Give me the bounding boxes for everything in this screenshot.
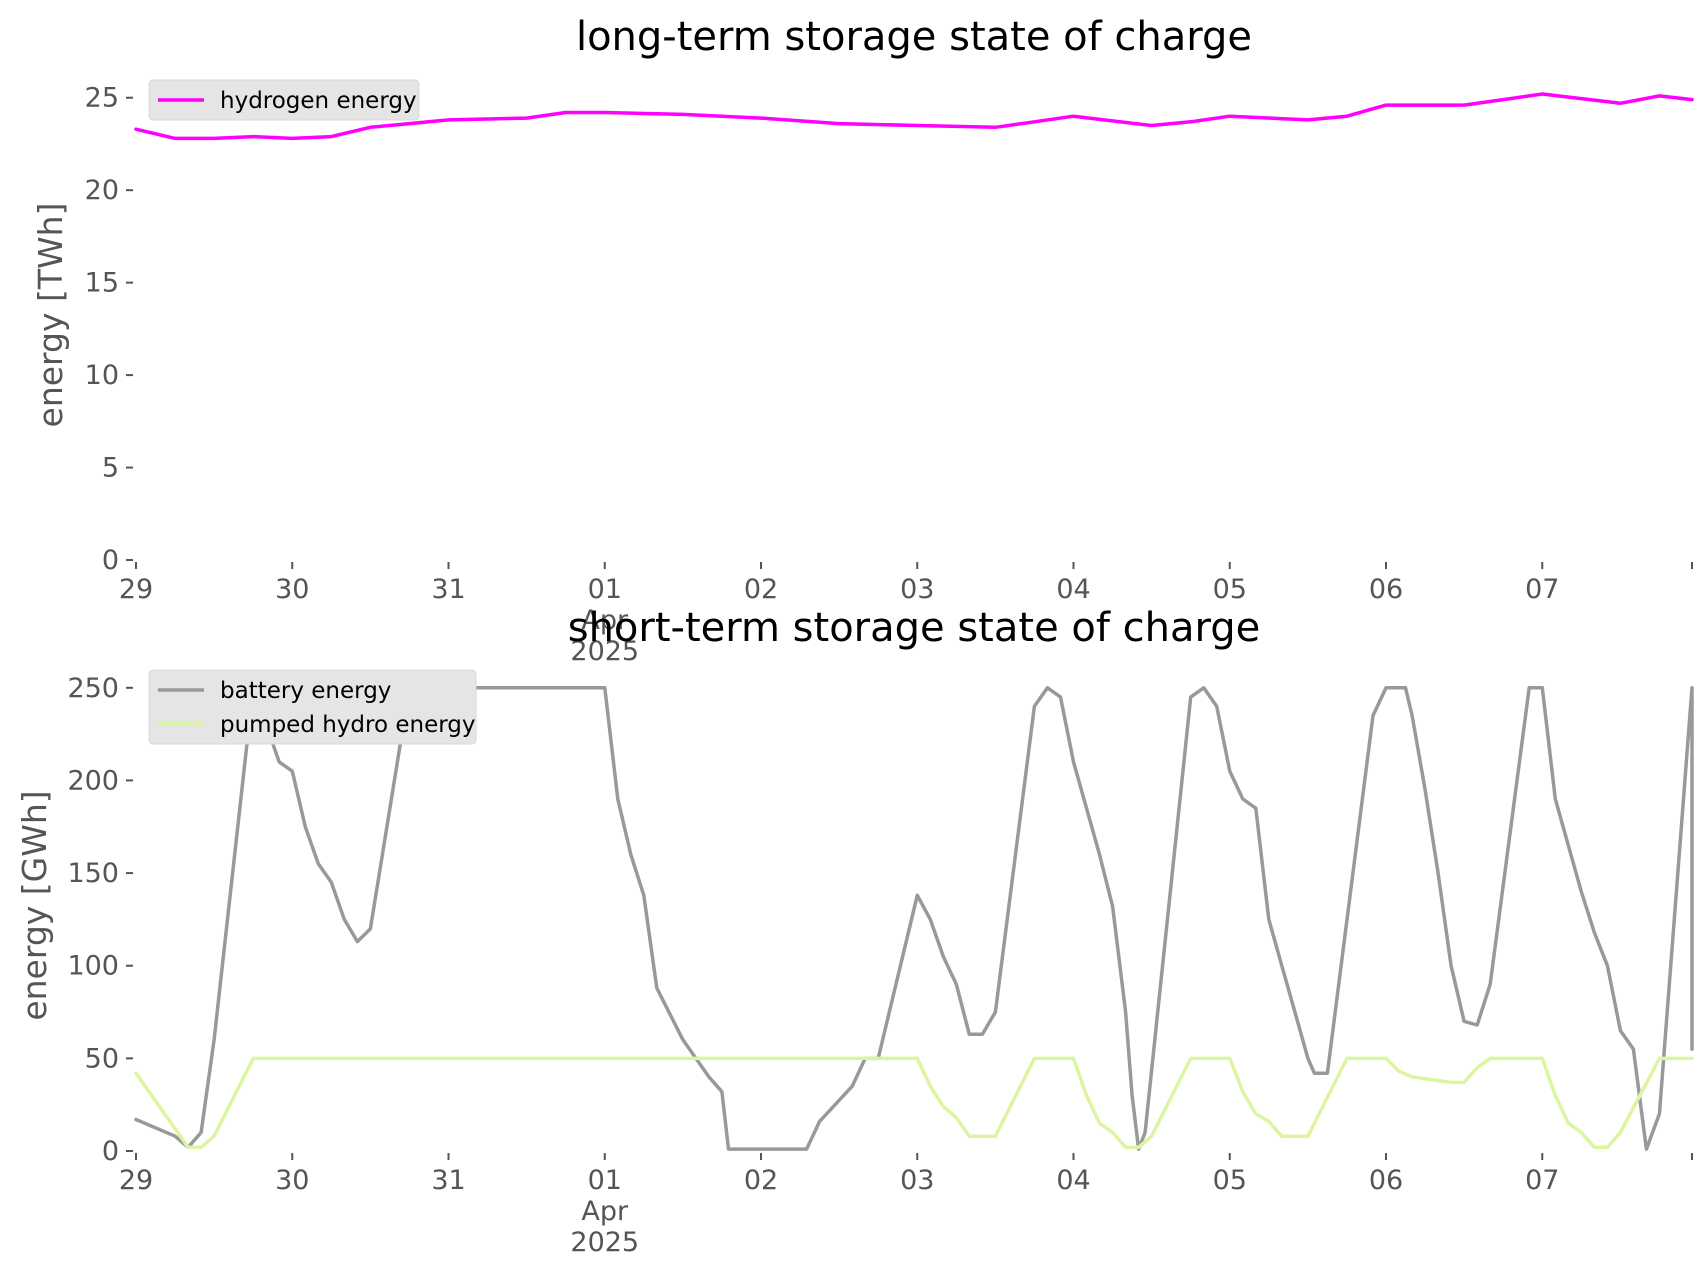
- x-tick-label: 02: [744, 574, 778, 605]
- chart-panel-1: long-term storage state of charge energy …: [31, 14, 1694, 667]
- x-tick-label: 01: [588, 574, 622, 605]
- x-tick-sublabel: Apr: [581, 1196, 629, 1227]
- x-tick-label: 07: [1525, 1165, 1559, 1196]
- y-tick-label: 50: [85, 1043, 119, 1074]
- series-line-hydrogen-energy: [134, 92, 1694, 141]
- x-tick-label: 31: [431, 574, 465, 605]
- y-tick-label: 0: [102, 1136, 119, 1167]
- chart-title: long-term storage state of charge: [576, 14, 1252, 60]
- y-tick-label: 250: [67, 673, 119, 704]
- chart-legend: hydrogen energy: [148, 79, 420, 121]
- x-tick-label: 05: [1213, 1165, 1247, 1196]
- y-tick-label: 150: [67, 858, 119, 889]
- x-tick-label: 04: [1056, 574, 1090, 605]
- y-tick-label: 5: [102, 453, 119, 484]
- x-tick-label: 07: [1525, 574, 1559, 605]
- legend-box: [148, 669, 477, 745]
- y-tick-label: 200: [67, 765, 119, 796]
- x-tick-label: 03: [900, 574, 934, 605]
- series-line-pumped-hydro-energy: [134, 1056, 1694, 1150]
- y-axis-label: energy [GWh]: [15, 790, 54, 1020]
- x-tick-label: 30: [275, 574, 309, 605]
- y-tick-label: 15: [85, 268, 119, 299]
- y-tick-label: 0: [102, 545, 119, 576]
- legend-label: battery energy: [220, 678, 391, 704]
- y-tick-label: 100: [67, 951, 119, 982]
- chart-title: short-term storage state of charge: [568, 605, 1261, 651]
- y-tick-label: 20: [85, 175, 119, 206]
- legend-box: [148, 79, 420, 121]
- x-tick-sublabel: 2025: [570, 636, 639, 667]
- y-axis-label: energy [TWh]: [31, 203, 70, 428]
- x-tick-label: 04: [1056, 1165, 1090, 1196]
- x-tick-label: 06: [1369, 1165, 1403, 1196]
- x-tick-label: 02: [744, 1165, 778, 1196]
- legend-label: pumped hydro energy: [220, 712, 476, 738]
- x-tick-label: 31: [431, 1165, 465, 1196]
- x-tick-label: 30: [275, 1165, 309, 1196]
- chart-panel-2: short-term storage state of charge energy…: [15, 605, 1694, 1258]
- legend-label: hydrogen energy: [220, 88, 417, 114]
- y-tick-label: 25: [85, 83, 119, 114]
- x-tick-sublabel: Apr: [581, 605, 629, 636]
- x-tick-label: 03: [900, 1165, 934, 1196]
- x-tick-label: 06: [1369, 574, 1403, 605]
- x-tick-sublabel: 2025: [570, 1227, 639, 1258]
- x-tick-label: 29: [119, 574, 153, 605]
- y-tick-label: 10: [85, 360, 119, 391]
- chart-legend: battery energy pumped hydro energy: [148, 669, 477, 745]
- x-tick-label: 05: [1213, 574, 1247, 605]
- series-line-battery-energy: [134, 686, 1694, 1151]
- x-tick-label: 29: [119, 1165, 153, 1196]
- x-tick-label: 01: [588, 1165, 622, 1196]
